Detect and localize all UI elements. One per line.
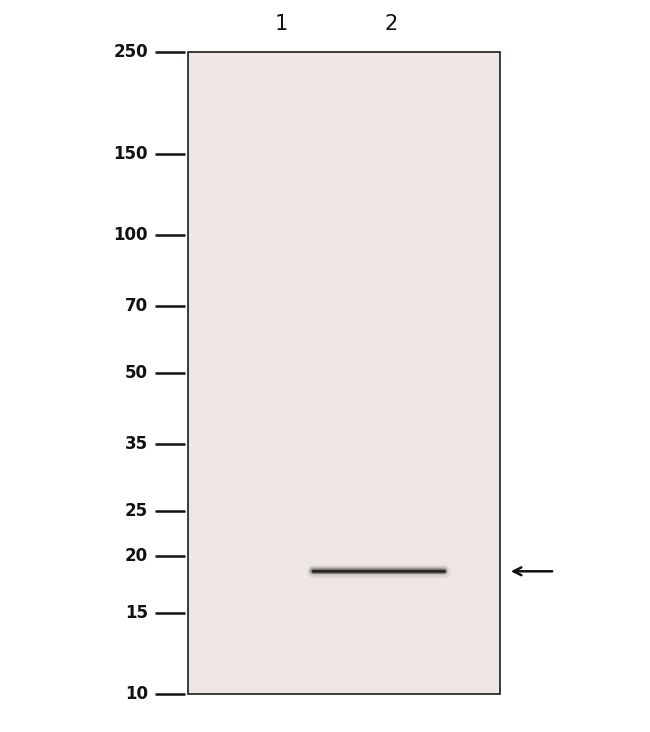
Text: 150: 150 [114, 145, 148, 163]
Text: 70: 70 [125, 297, 148, 315]
Text: 100: 100 [114, 225, 148, 244]
Bar [188, 52, 500, 694]
Text: 250: 250 [113, 43, 148, 61]
Text: 50: 50 [125, 364, 148, 382]
Text: 20: 20 [125, 547, 148, 565]
Text: 2: 2 [384, 14, 397, 34]
Text: 10: 10 [125, 685, 148, 703]
Text: 25: 25 [125, 502, 148, 520]
Text: 15: 15 [125, 604, 148, 622]
Text: 35: 35 [125, 435, 148, 453]
Text: 1: 1 [275, 14, 288, 34]
